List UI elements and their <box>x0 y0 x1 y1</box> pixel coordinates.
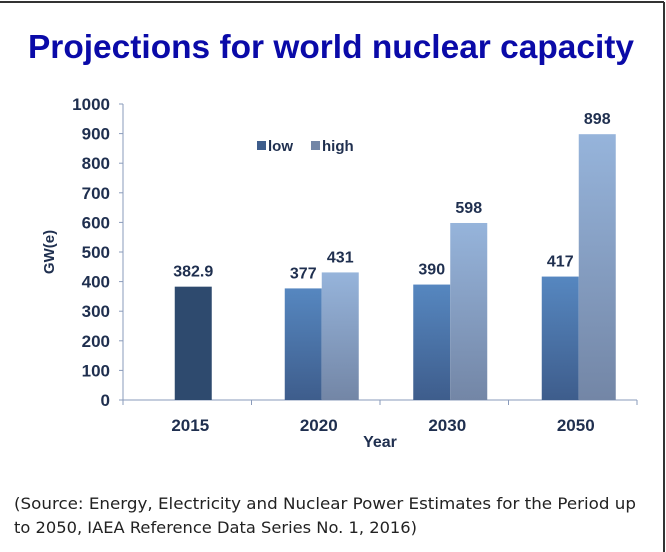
plot-area: 0 100 200 300 400 500 600 700 800 900 1000 2015 382.… <box>72 95 638 435</box>
bar-low-2030 <box>413 284 451 400</box>
legend-swatch-low <box>257 141 266 150</box>
y-tick-label: 200 <box>82 332 110 351</box>
bar-2015 <box>174 286 212 400</box>
data-label: 598 <box>455 200 482 217</box>
y-tick-label: 600 <box>82 213 110 232</box>
data-label: 417 <box>547 254 574 271</box>
data-label: 382.9 <box>173 264 213 281</box>
y-tick-label: 900 <box>82 125 110 144</box>
legend-label-high: high <box>322 138 354 155</box>
legend: low high <box>257 138 354 155</box>
y-tick-label: 1000 <box>72 95 110 114</box>
y-tick-label: 800 <box>82 154 110 173</box>
x-axis-label: Year <box>363 434 397 451</box>
chart-title: Projections for world nuclear capacity <box>28 28 635 65</box>
source-line-2: to 2050, IAEA Reference Data Series No. … <box>14 518 417 537</box>
y-tick-label: 300 <box>82 302 110 321</box>
x-tick-label: 2020 <box>300 416 338 435</box>
bar-high-2020 <box>321 272 359 400</box>
data-label: 377 <box>290 265 317 282</box>
y-tick-label: 400 <box>82 273 110 292</box>
x-tick-label: 2015 <box>171 416 209 435</box>
y-tick-label: 500 <box>82 243 110 262</box>
bar-low-2050 <box>541 276 579 400</box>
x-tick-label: 2050 <box>557 416 595 435</box>
y-tick-label: 0 <box>101 391 110 410</box>
data-label: 431 <box>327 249 354 266</box>
data-label: 898 <box>584 111 611 128</box>
legend-label-low: low <box>268 138 293 155</box>
bar-high-2050 <box>578 134 616 400</box>
y-axis-label: GW(e) <box>41 230 58 274</box>
source-line-1: (Source: Energy, Electricity and Nuclear… <box>14 494 636 513</box>
data-label: 390 <box>418 262 445 279</box>
x-tick-label: 2030 <box>428 416 466 435</box>
y-tick-label: 700 <box>82 184 110 203</box>
bar-high-2030 <box>450 222 488 400</box>
bar-low-2020 <box>284 288 322 400</box>
legend-swatch-high <box>311 141 320 150</box>
y-tick-label: 100 <box>82 361 110 380</box>
